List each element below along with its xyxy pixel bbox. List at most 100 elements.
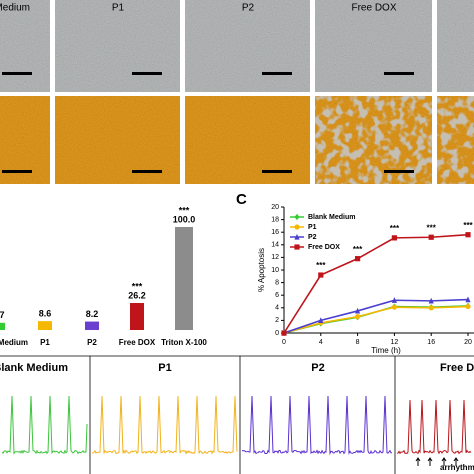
image-label: P2 <box>242 3 255 14</box>
arrow <box>441 457 447 466</box>
significance: *** <box>316 261 326 270</box>
trace-label: Free DOX <box>440 362 474 374</box>
marker <box>294 213 300 221</box>
marker <box>318 317 324 323</box>
series-line <box>283 298 469 334</box>
x-tick-label: P1 <box>40 338 50 347</box>
legend-label: P2 <box>308 234 317 241</box>
arrow <box>427 457 433 466</box>
scale-bar <box>132 72 162 75</box>
legend-label: Blank Medium <box>308 214 355 221</box>
value-label: 8.2 <box>86 309 99 319</box>
marker <box>355 307 361 314</box>
y-tick-label: 16 <box>271 229 279 236</box>
y-tick-label: 14 <box>271 242 279 249</box>
phase-image <box>185 0 310 92</box>
series-line <box>283 233 469 334</box>
value-label: 8.6 <box>39 309 52 319</box>
x-tick-label: 4 <box>319 339 323 346</box>
series-line <box>283 305 469 334</box>
marker <box>294 244 300 250</box>
bar <box>0 322 5 330</box>
x-tick-label: Triton X-100 <box>161 338 207 347</box>
significance: *** <box>132 281 143 291</box>
image-label: Free DOX <box>351 3 396 14</box>
scale-bar <box>262 170 292 173</box>
trace-label: P2 <box>311 362 324 374</box>
marker <box>465 303 471 310</box>
scale-bar <box>2 72 32 75</box>
image-label: Blank Medium <box>0 3 30 14</box>
fluor-image <box>185 96 310 184</box>
scale-bar <box>262 72 292 75</box>
x-tick-label: P2 <box>87 338 97 347</box>
scale-bar <box>132 170 162 173</box>
arrow <box>453 457 459 466</box>
x-tick-label: 20 <box>464 339 472 346</box>
image-label: P1 <box>112 3 125 14</box>
marker <box>428 297 434 304</box>
x-tick-label: Blank Medium <box>0 338 28 347</box>
x-tick-label: 12 <box>391 339 399 346</box>
significance: *** <box>463 221 473 230</box>
bar <box>85 321 99 330</box>
trace <box>1 395 88 455</box>
fluor-image <box>0 96 50 184</box>
marker <box>355 314 361 320</box>
y-axis-label: % Apoptosis <box>257 248 266 292</box>
y-tick-label: 0 <box>275 330 279 337</box>
phase-image <box>437 0 474 92</box>
marker <box>465 232 471 238</box>
line-chart: C 0 2 4 6 8 10 12 14 16 18 20 0 4 8 12 16 20 % Apoptosis Ti… <box>236 191 474 355</box>
trace-annotation: arrhythmia <box>440 463 474 472</box>
marker <box>465 296 471 303</box>
fluor-image <box>55 96 180 184</box>
marker <box>355 256 361 262</box>
panel-label: C <box>236 191 247 208</box>
marker <box>391 235 397 241</box>
value-label: 100.0 <box>173 214 196 224</box>
y-tick-label: 6 <box>275 292 279 299</box>
x-tick-label: Free DOX <box>119 338 156 347</box>
bar <box>130 303 144 330</box>
trace <box>91 395 238 455</box>
trace-label: Blank Medium <box>0 362 68 374</box>
y-tick-label: 8 <box>275 279 279 286</box>
microscopy-images: Blank Medium P1 P2 Free DOX <box>0 0 474 184</box>
legend-label: Free DOX <box>308 244 340 251</box>
significance: *** <box>427 223 437 232</box>
fluor-gaps <box>437 96 474 184</box>
marker <box>294 233 300 240</box>
phase-image <box>0 0 50 92</box>
fluor-gaps <box>315 96 432 184</box>
scale-bar <box>384 72 414 75</box>
value-label: 26.2 <box>128 290 146 300</box>
trace <box>396 399 472 455</box>
trace-label: P1 <box>158 362 171 374</box>
phase-image <box>315 0 432 92</box>
arrow <box>415 457 421 466</box>
value-label: 7 <box>0 310 5 320</box>
x-axis-label: Time (h) <box>371 346 401 355</box>
marker <box>294 224 300 230</box>
marker <box>428 234 434 240</box>
y-tick-label: 2 <box>275 317 279 324</box>
trace <box>241 395 393 456</box>
significance: *** <box>353 245 363 254</box>
marker <box>428 305 434 311</box>
marker <box>391 297 397 303</box>
significance: *** <box>390 224 400 233</box>
significance: *** <box>179 205 190 215</box>
bar <box>175 227 193 330</box>
scale-bar <box>2 170 32 173</box>
y-tick-label: 18 <box>271 216 279 223</box>
scale-bar <box>384 170 414 173</box>
y-tick-label: 10 <box>271 267 279 274</box>
y-tick-label: 4 <box>275 305 279 312</box>
x-tick-label: 8 <box>356 339 360 346</box>
series-line <box>283 305 469 334</box>
legend-label: P1 <box>308 224 317 231</box>
trace-panel: Blank Medium P1 P2 Free DOX arrhythmia <box>0 355 474 474</box>
